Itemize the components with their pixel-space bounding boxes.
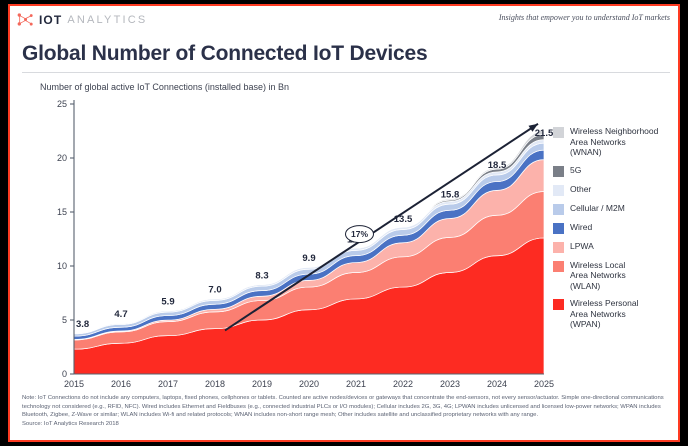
footnote-note: Note: IoT Connections do not include any… (22, 394, 672, 428)
legend-label-wnan: Wireless Neighborhood Area Networks (WNA… (570, 126, 659, 157)
legend-item-other[interactable]: Other (553, 184, 681, 196)
x-tick-label-2019: 2019 (252, 379, 272, 389)
footnote-source: Source: IoT Analytics Research 2018 (22, 420, 119, 427)
area-band-wnan (73, 130, 545, 334)
header-tagline: Insights that empower you to understand … (498, 13, 670, 22)
title-divider (22, 72, 670, 73)
page-title: Global Number of Connected IoT Devices (22, 42, 428, 65)
legend-swatch-wpan (553, 299, 564, 310)
data-label-2015: 3.8 (76, 319, 89, 330)
data-label-2025: 21.5 (535, 128, 554, 139)
legend-swatch-lpwa (553, 241, 564, 253)
x-tick-label-2016: 2016 (111, 379, 131, 389)
x-tick-label-2017: 2017 (158, 379, 178, 389)
legend-swatch-cellular (553, 203, 564, 215)
legend-item-cellular[interactable]: Cellular / M2M (553, 203, 681, 215)
x-tick-label-2021: 2021 (346, 379, 366, 389)
y-tick-label-5: 5 (62, 315, 67, 325)
network-nodes-icon (17, 13, 33, 26)
chart-subtitle: Number of global active IoT Connections … (40, 82, 289, 92)
x-tick-label-2023: 2023 (440, 379, 460, 389)
legend-label-5g: 5G (570, 164, 582, 175)
logo-secondary-text: ANALYTICS (67, 14, 148, 26)
cagr-badge (345, 225, 374, 244)
legend-item-wlan[interactable]: Wireless Local Area Networks (WLAN) (553, 260, 681, 292)
data-label-2024: 18.5 (488, 160, 507, 171)
iot-analytics-logo: IOT ANALYTICS (16, 12, 147, 28)
x-tick-label-2020: 2020 (299, 379, 319, 389)
legend-item-wpan[interactable]: Wireless Personal Area Networks (WPAN) (553, 298, 681, 330)
legend-swatch-5g (553, 165, 564, 177)
footnote-text: Note: IoT Connections do not include any… (22, 395, 664, 419)
y-tick-label-10: 10 (57, 261, 67, 271)
legend-item-5g[interactable]: 5G (553, 165, 681, 177)
legend-label-wpan: Wireless Personal Area Networks (WPAN) (570, 298, 639, 329)
data-label-2018: 7.0 (208, 284, 221, 295)
legend-label-wlan: Wireless Local Area Networks (WLAN) (570, 259, 626, 291)
data-label-2022: 13.5 (394, 214, 413, 225)
cagr-arrow: 17% (224, 122, 539, 332)
x-tick-label-2022: 2022 (393, 379, 413, 389)
y-tick-label-0: 0 (62, 369, 67, 379)
legend-swatch-wnan (553, 127, 564, 138)
legend-swatch-other (553, 184, 564, 196)
cagr-arrow-head (528, 123, 538, 132)
cagr-badge-label: 17% (351, 229, 368, 239)
y-tick-label-25: 25 (57, 99, 67, 109)
slide-canvas: IOT ANALYTICS Insights that empower you … (8, 4, 680, 442)
legend-label-cellular: Cellular / M2M (570, 202, 625, 213)
y-tick-label-20: 20 (57, 153, 67, 163)
legend-label-wired: Wired (570, 221, 593, 232)
x-tick-label-2015: 2015 (64, 379, 84, 389)
data-label-2020: 9.9 (302, 253, 315, 264)
stacked-area-chart: 0 5 10 15 20 25 2015 2016 2017 2018 2019 2020 2021 20… (10, 92, 682, 392)
logo-primary-text: IOT (39, 13, 63, 27)
legend-label-other: Other (570, 183, 592, 194)
slide-header: IOT ANALYTICS Insights that empower you … (10, 6, 678, 34)
legend-swatch-wired (553, 222, 564, 234)
legend-item-wired[interactable]: Wired (553, 222, 681, 234)
cagr-arrow-line (224, 122, 539, 332)
data-label-2017: 5.9 (161, 296, 174, 307)
x-tick-label-2025: 2025 (534, 379, 554, 389)
legend-swatch-wlan (553, 260, 564, 272)
data-label-2016: 4.7 (114, 309, 127, 320)
legend-label-lpwa: LPWA (570, 240, 594, 251)
legend-item-lpwa[interactable]: LPWA (553, 241, 681, 253)
y-tick-label-15: 15 (57, 207, 67, 217)
data-label-2019: 8.3 (255, 270, 268, 281)
x-tick-label-2024: 2024 (487, 379, 507, 389)
data-label-2023: 15.8 (441, 189, 460, 200)
chart-legend: Wireless Neighborhood Area Networks (WNA… (553, 126, 681, 337)
legend-item-wnan[interactable]: Wireless Neighborhood Area Networks (WNA… (553, 126, 681, 158)
x-tick-label-2018: 2018 (205, 379, 225, 389)
